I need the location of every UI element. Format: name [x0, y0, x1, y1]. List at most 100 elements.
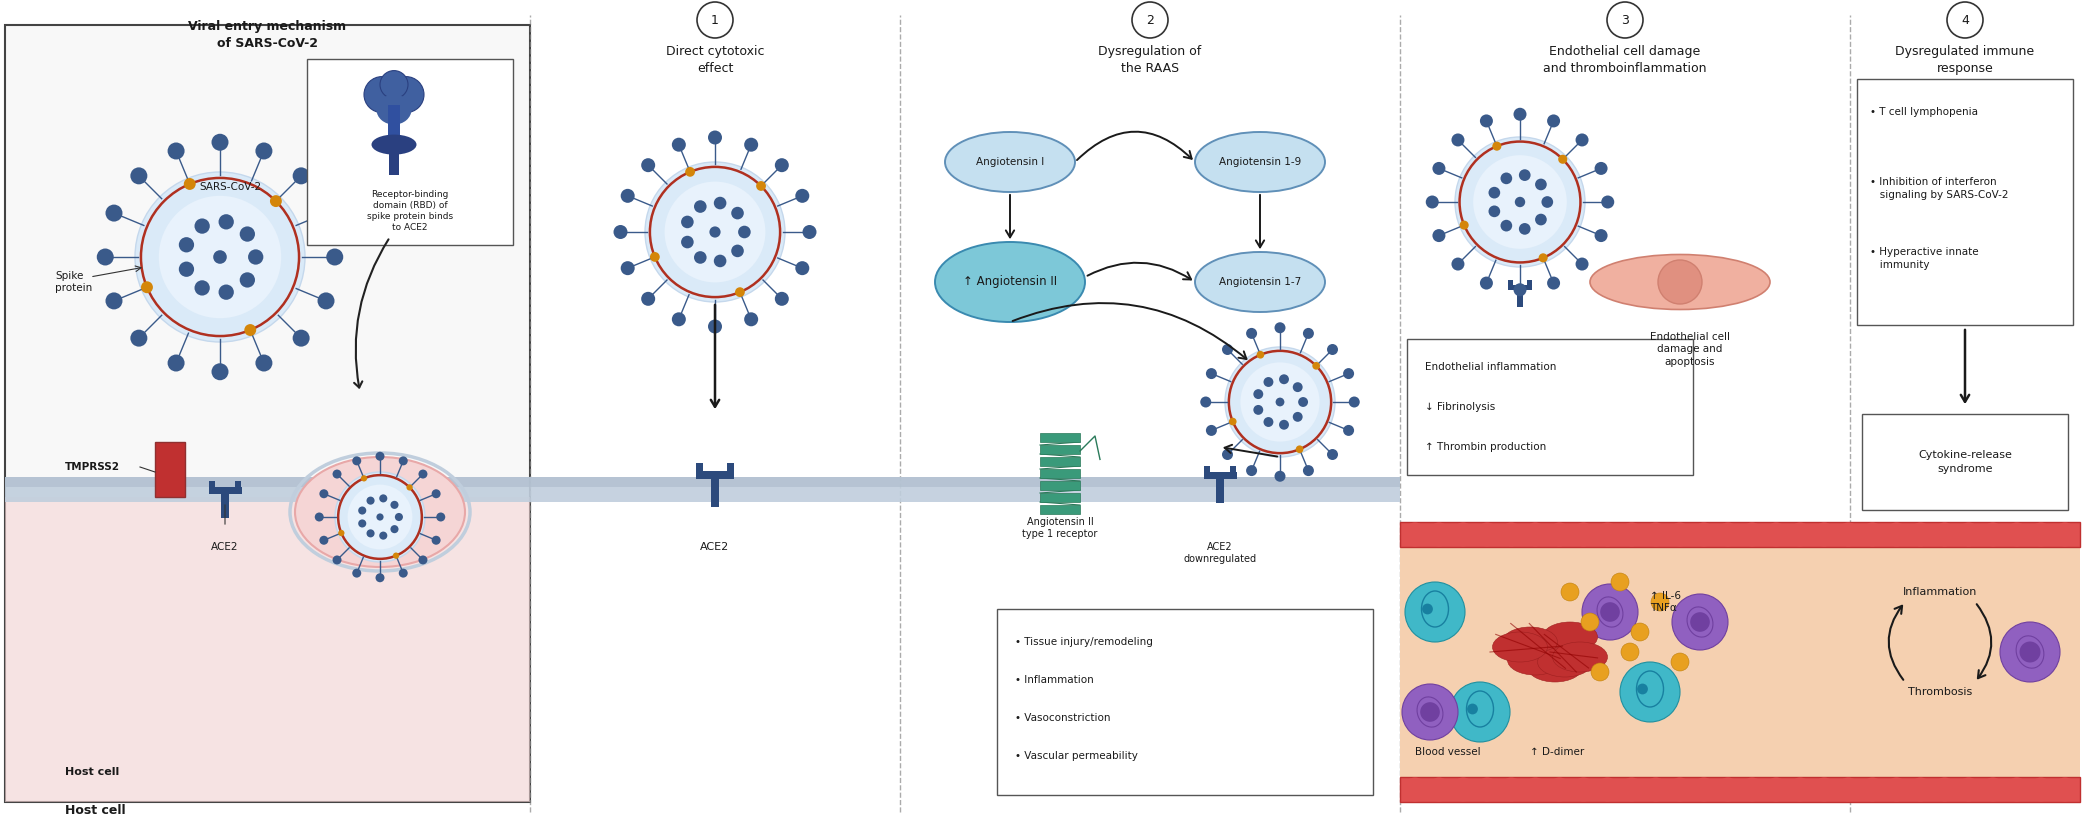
Text: Thrombosis: Thrombosis: [1908, 687, 1972, 697]
Circle shape: [621, 189, 634, 203]
Circle shape: [1812, 777, 1837, 801]
Text: Angiotensin I: Angiotensin I: [976, 157, 1045, 167]
Text: 3: 3: [1620, 13, 1628, 27]
Circle shape: [332, 469, 342, 478]
Circle shape: [432, 489, 440, 498]
FancyBboxPatch shape: [4, 25, 530, 802]
Circle shape: [1716, 522, 1741, 547]
Circle shape: [1426, 196, 1439, 209]
Bar: [1526, 280, 1532, 290]
Bar: [4, 497, 530, 802]
Circle shape: [213, 250, 227, 264]
Circle shape: [694, 251, 707, 264]
Circle shape: [1789, 777, 1812, 801]
Circle shape: [419, 469, 427, 478]
Circle shape: [1311, 362, 1320, 369]
Circle shape: [244, 324, 256, 336]
Circle shape: [131, 329, 148, 347]
Circle shape: [1630, 623, 1649, 641]
Circle shape: [1595, 522, 1620, 547]
Circle shape: [709, 131, 721, 145]
Circle shape: [1595, 162, 1608, 175]
Circle shape: [776, 292, 788, 306]
Ellipse shape: [934, 242, 1084, 322]
Circle shape: [694, 201, 707, 213]
Circle shape: [269, 196, 281, 207]
Circle shape: [1499, 777, 1524, 801]
Circle shape: [131, 167, 148, 185]
Circle shape: [1501, 172, 1512, 184]
Circle shape: [106, 292, 123, 310]
Circle shape: [1908, 777, 1933, 801]
Circle shape: [392, 552, 398, 559]
Bar: [726, 463, 734, 478]
Text: TMPRSS2: TMPRSS2: [65, 462, 121, 472]
Bar: [236, 481, 242, 494]
Circle shape: [1222, 344, 1232, 355]
Circle shape: [379, 532, 388, 540]
Circle shape: [96, 249, 115, 265]
Circle shape: [292, 329, 311, 347]
Circle shape: [256, 142, 273, 160]
Circle shape: [390, 525, 398, 533]
Circle shape: [1557, 155, 1568, 164]
Circle shape: [1514, 283, 1526, 296]
Circle shape: [1455, 137, 1585, 267]
Circle shape: [736, 287, 744, 297]
Circle shape: [1620, 643, 1639, 661]
Circle shape: [2054, 522, 2077, 547]
Ellipse shape: [1537, 647, 1593, 677]
Circle shape: [1201, 397, 1211, 408]
Text: Spike
protein: Spike protein: [54, 270, 92, 293]
Circle shape: [419, 556, 427, 564]
Circle shape: [1885, 522, 1908, 547]
Circle shape: [1601, 196, 1614, 209]
Circle shape: [352, 457, 361, 465]
Bar: [711, 475, 719, 507]
Circle shape: [315, 513, 323, 522]
Circle shape: [377, 513, 384, 521]
Circle shape: [1981, 522, 2006, 547]
Circle shape: [1274, 322, 1286, 334]
Text: • Vascular permeability: • Vascular permeability: [1015, 751, 1138, 761]
Circle shape: [1401, 684, 1457, 740]
Circle shape: [1205, 368, 1218, 379]
Text: ↑ Angiotensin II: ↑ Angiotensin II: [963, 275, 1057, 289]
Circle shape: [1572, 777, 1595, 801]
Circle shape: [375, 452, 384, 461]
Circle shape: [644, 162, 784, 302]
Circle shape: [1499, 522, 1524, 547]
Circle shape: [642, 158, 655, 172]
Circle shape: [158, 196, 281, 318]
Text: Inflammation: Inflammation: [1904, 587, 1977, 597]
Bar: [1507, 280, 1514, 290]
Circle shape: [1612, 573, 1628, 591]
FancyBboxPatch shape: [997, 609, 1374, 795]
Circle shape: [1535, 214, 1547, 225]
Circle shape: [179, 261, 194, 277]
Ellipse shape: [1195, 252, 1324, 312]
Text: Blood vessel: Blood vessel: [1416, 747, 1480, 757]
Circle shape: [1595, 777, 1620, 801]
Circle shape: [1643, 522, 1668, 547]
Circle shape: [1562, 583, 1578, 601]
Text: ↓ Fibrinolysis: ↓ Fibrinolysis: [1424, 402, 1495, 412]
Bar: [1203, 473, 1236, 479]
Circle shape: [1474, 156, 1566, 249]
Circle shape: [1403, 522, 1426, 547]
Circle shape: [292, 167, 311, 185]
Circle shape: [317, 205, 334, 221]
Circle shape: [1576, 258, 1589, 270]
Circle shape: [1264, 417, 1274, 427]
Circle shape: [1956, 522, 1981, 547]
Circle shape: [1670, 653, 1689, 671]
Bar: [1203, 465, 1209, 479]
Circle shape: [1253, 389, 1264, 399]
Circle shape: [803, 225, 817, 239]
Circle shape: [1637, 684, 1647, 695]
Text: 1: 1: [711, 13, 719, 27]
Circle shape: [1493, 141, 1501, 151]
Text: ACE2: ACE2: [211, 542, 240, 552]
Circle shape: [1205, 425, 1218, 436]
Circle shape: [1908, 522, 1933, 547]
